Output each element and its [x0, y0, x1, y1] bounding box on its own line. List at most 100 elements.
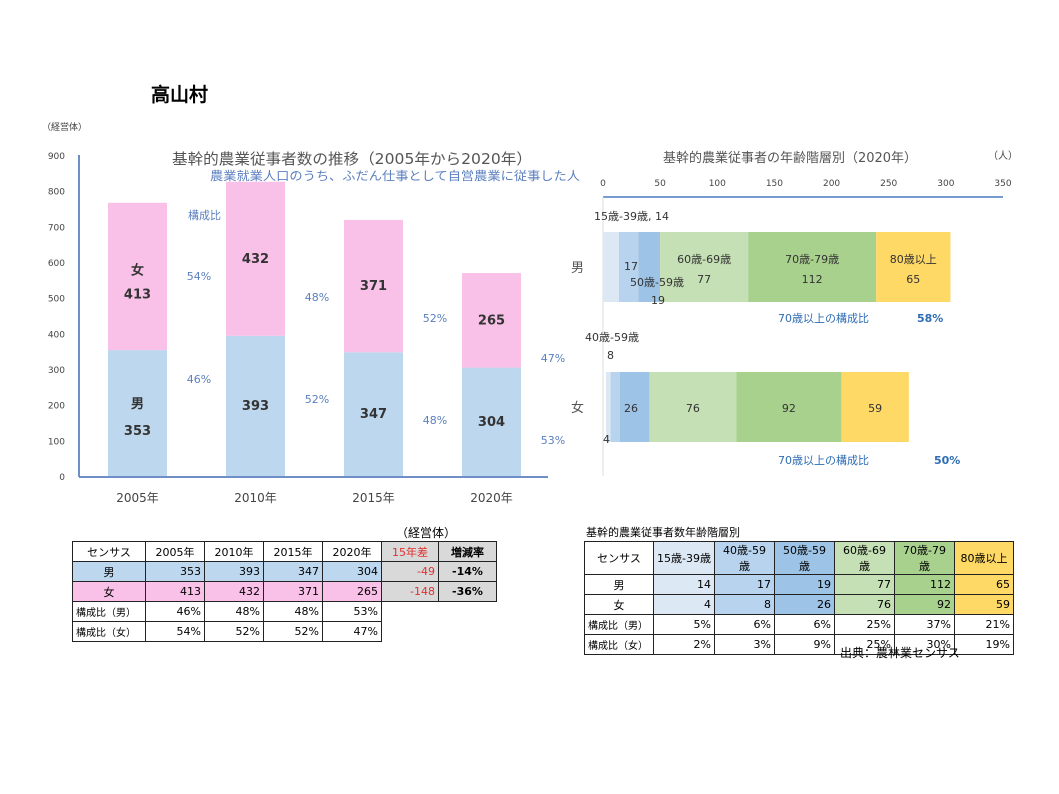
x-tick-label: 2015年: [352, 491, 395, 505]
cell: 304: [322, 561, 382, 582]
cell: 393: [204, 561, 264, 582]
trend-table: センサス 2005年 2010年 2015年 2020年 15年差 増減率男 353 393 34…: [72, 541, 497, 642]
cell: 男: [72, 561, 146, 582]
data-label: 8: [607, 349, 614, 362]
over70-label: 70歳以上の構成比: [778, 454, 869, 467]
bar-segment: [736, 372, 842, 442]
bar-segment: [649, 372, 737, 442]
cell: 5%: [653, 614, 715, 635]
cell: 25%: [834, 634, 895, 655]
table-row: 構成比（男） 46% 48% 48% 53%: [72, 601, 497, 622]
cell: 構成比（男）: [72, 601, 146, 622]
segment-name: 80歳以上: [890, 253, 937, 266]
bar-female: [462, 273, 521, 368]
table2-title: 基幹的農業従事者数年齢階層別: [586, 526, 740, 539]
data-label: 17: [624, 260, 638, 273]
cell: 21%: [954, 614, 1014, 635]
header-cell: 70歳-79歳: [894, 541, 955, 575]
x-tick-label: 250: [880, 179, 897, 189]
header-cell: 80歳以上: [954, 541, 1014, 575]
y-tick-label: 500: [48, 295, 65, 305]
segment-name: 70歳-79歳: [785, 253, 839, 266]
y-tick-label: 900: [48, 152, 65, 162]
ratio-male: 48%: [423, 414, 447, 427]
cell: 53%: [322, 601, 382, 622]
chart-subtitle: 農業就業人口のうち、ふだん仕事として自営農業に従事した人: [210, 169, 580, 183]
x-tick-label: 150: [766, 179, 783, 189]
y-tick-label: 300: [48, 366, 65, 376]
data-label-male: 353: [124, 424, 151, 439]
ratio-label: 構成比: [188, 209, 221, 222]
cell: 76: [834, 594, 895, 615]
header-cell: 増減率: [438, 541, 497, 562]
table-row: 構成比（女） 54% 52% 52% 47%: [72, 621, 497, 642]
data-label-male: 347: [360, 407, 387, 422]
cell: 347: [263, 561, 323, 582]
header-cell: 60歳-69歳: [834, 541, 895, 575]
y-tick-label: 100: [48, 437, 65, 447]
cell: 48%: [204, 601, 264, 622]
data-label-female: 413: [124, 287, 151, 302]
table1-unit: （経営体）: [396, 526, 457, 540]
cell: 92: [894, 594, 955, 615]
data-label-female: 265: [478, 313, 505, 328]
y-tick-label: 600: [48, 259, 65, 269]
trend-chart: （経営体） 0 100 200 300 400 500 600 700 800 900 基幹的農業従事…: [42, 121, 580, 505]
bar-segment: [876, 232, 951, 302]
cell: 265: [322, 581, 382, 602]
cell: 4: [653, 594, 715, 615]
cell: 37%: [894, 614, 955, 635]
label-40-59-female: 40歳-59歳: [585, 331, 639, 344]
y-tick-label: 800: [48, 188, 65, 198]
cell: 17: [714, 574, 775, 595]
cell: 52%: [204, 621, 264, 642]
data-label: 4: [603, 433, 610, 446]
bar-male: [344, 352, 403, 476]
data-label: 92: [782, 402, 796, 415]
data-label: 112: [802, 273, 823, 286]
cell: 46%: [145, 601, 205, 622]
age-table: センサス 15歳-39歳 40歳-59歳 50歳-59歳 60歳-69歳 70歳-79歳 8…: [584, 541, 1014, 655]
bar-female: [344, 219, 403, 353]
bar-segment: [619, 372, 650, 442]
cell: 112: [894, 574, 955, 595]
cell: 26: [774, 594, 835, 615]
bar-segment: [660, 232, 749, 302]
cell: 413: [145, 581, 205, 602]
cell: 19: [774, 574, 835, 595]
header-cell: 50歳-59歳: [774, 541, 835, 575]
ratio-female: 52%: [423, 312, 447, 325]
x-tick-label: 2010年: [234, 491, 277, 505]
table-row: 男 353 393 347 304 -49 -14%: [72, 561, 497, 582]
bar-segment: [619, 232, 639, 302]
y-tick-label: 400: [48, 330, 65, 340]
ratio-male: 46%: [187, 373, 211, 386]
cell: -36%: [438, 581, 497, 602]
cell: 男: [584, 574, 654, 595]
header-row: センサス 15歳-39歳 40歳-59歳 50歳-59歳 60歳-69歳 70歳-79歳 8…: [584, 541, 1014, 575]
over70-value: 50%: [934, 454, 960, 467]
bar-segment: [603, 232, 619, 302]
cell: 構成比（女）: [584, 634, 654, 655]
cell: -49: [381, 561, 439, 582]
header-cell: 2010年: [204, 541, 264, 562]
x-tick-label: 0: [600, 179, 606, 189]
cell: 8: [714, 594, 775, 615]
bar-female: [226, 181, 285, 336]
data-label-male: 393: [242, 399, 269, 414]
x-tick-label: 300: [937, 179, 954, 189]
village-title: 高山村: [151, 84, 209, 106]
header-cell: センサス: [72, 541, 146, 562]
y-axis-unit: （経営体）: [42, 121, 87, 133]
data-label: 26: [624, 402, 638, 415]
table-row: 女 4 8 26 76 92 59: [584, 594, 1014, 615]
cell: 25%: [834, 614, 895, 635]
cell: -148: [381, 581, 439, 602]
cell: 6%: [774, 614, 835, 635]
header-cell: 15年差: [381, 541, 439, 562]
table-row: 構成比（男） 5% 6% 6% 25% 37% 21%: [584, 614, 1014, 635]
x-tick-label: 200: [823, 179, 840, 189]
source-note: 出典：農林業センサス: [840, 646, 960, 660]
bar-female: [108, 202, 167, 351]
